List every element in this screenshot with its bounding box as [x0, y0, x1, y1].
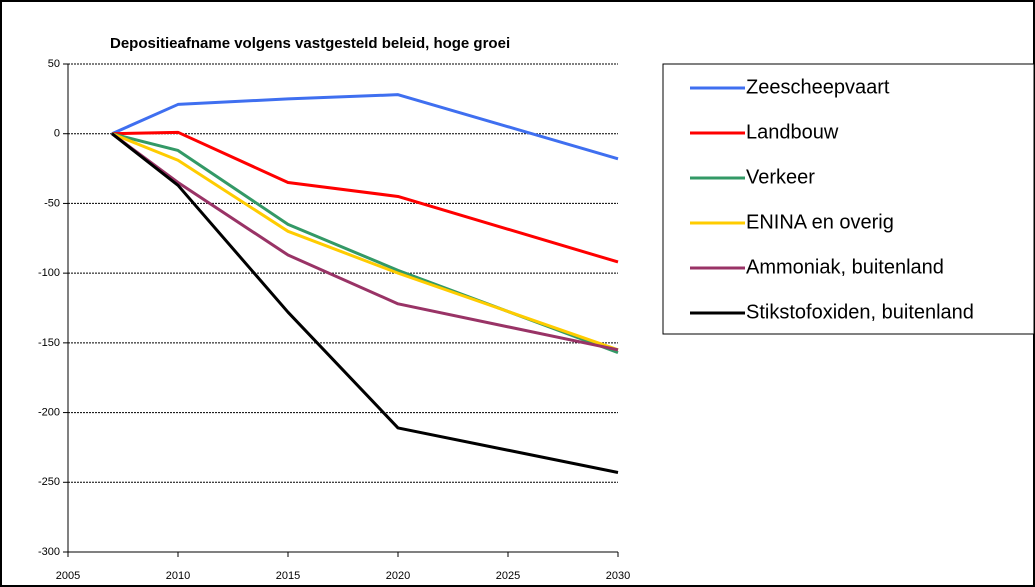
y-tick-label: -50: [44, 197, 60, 209]
legend-label: ENINA en overig: [746, 211, 894, 233]
x-tick-label: 2010: [166, 570, 190, 582]
series-line: [111, 132, 619, 474]
legend-label: Zeescheepvaart: [746, 76, 890, 98]
x-tick-label: 2005: [56, 570, 80, 582]
chart-title: Depositieafname volgens vastgesteld bele…: [110, 35, 510, 52]
y-tick-label: -200: [38, 406, 60, 418]
legend-box: [662, 63, 1035, 335]
y-tick-label: -100: [38, 267, 60, 279]
series-line: [111, 130, 619, 264]
legend-label: Landbouw: [746, 121, 839, 143]
x-tick-label: 2030: [606, 570, 630, 582]
series-line: [111, 93, 619, 161]
legend-label: Verkeer: [746, 166, 815, 188]
y-tick-label: 0: [54, 128, 60, 140]
legend-label: Stikstofoxiden, buitenland: [746, 301, 974, 323]
y-tick-label: 50: [48, 58, 60, 70]
x-tick-label: 2025: [496, 570, 520, 582]
y-tick-label: -150: [38, 337, 60, 349]
x-tick-label: 2015: [276, 570, 300, 582]
y-tick-label: -300: [38, 546, 60, 558]
legend-label: Ammoniak, buitenland: [746, 256, 944, 278]
series-line: [111, 132, 619, 352]
y-tick-label: -250: [38, 476, 60, 488]
x-tick-label: 2020: [386, 570, 410, 582]
